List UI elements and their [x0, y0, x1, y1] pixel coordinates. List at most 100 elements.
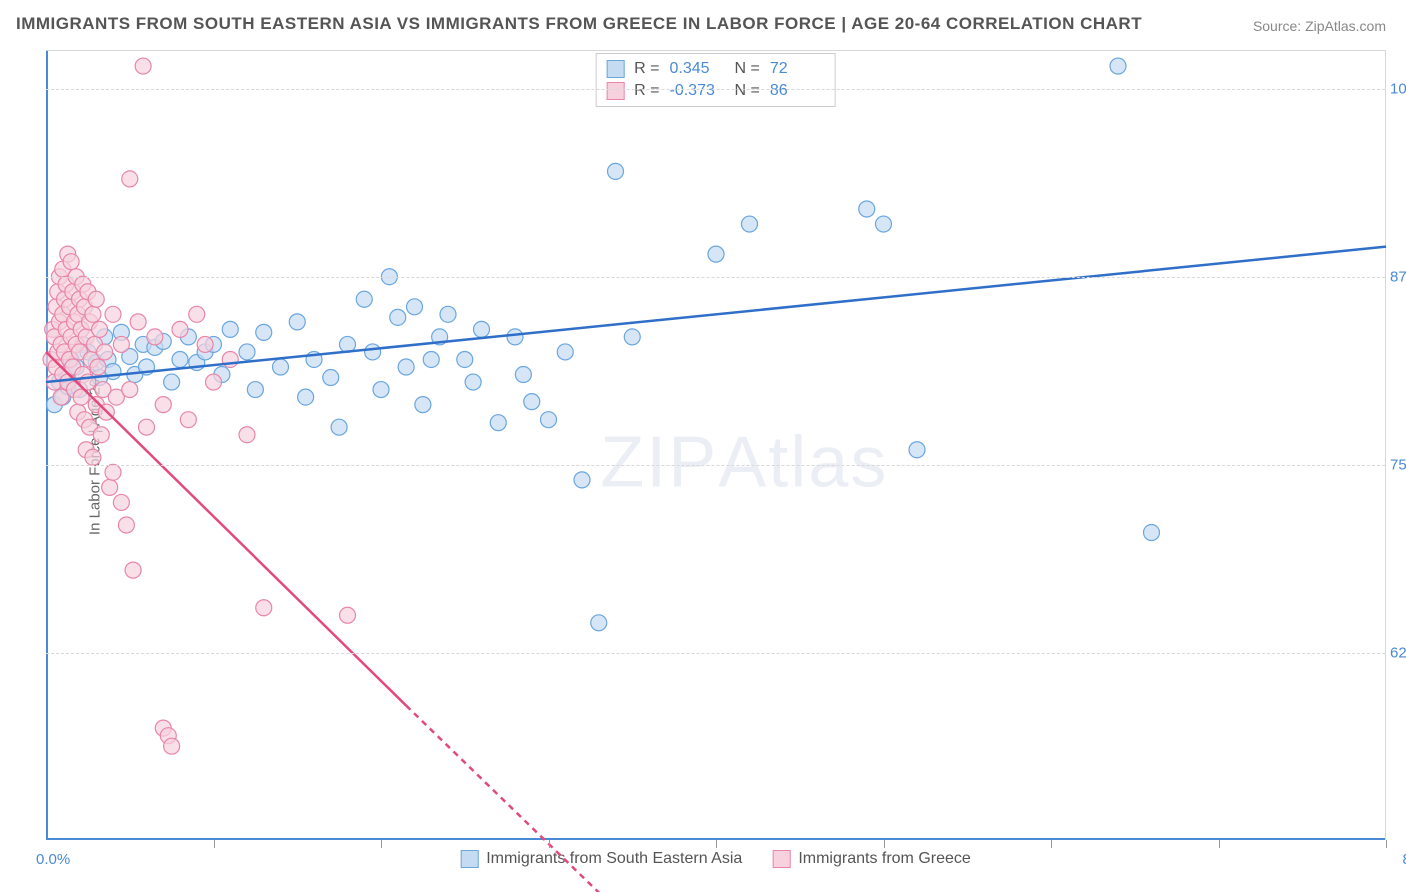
scatter-point	[742, 216, 758, 232]
x-tick-mark	[549, 840, 550, 848]
scatter-point	[465, 374, 481, 390]
scatter-point	[222, 321, 238, 337]
scatter-point	[122, 382, 138, 398]
scatter-point	[340, 607, 356, 623]
x-tick-max: 80.0%	[1390, 851, 1406, 868]
scatter-point	[164, 738, 180, 754]
scatter-point	[909, 442, 925, 458]
scatter-point	[365, 344, 381, 360]
scatter-point	[189, 306, 205, 322]
trend-line	[46, 247, 1386, 382]
y-tick-label: 87.5%	[1390, 268, 1406, 285]
scatter-point	[63, 254, 79, 270]
scatter-point	[172, 321, 188, 337]
scatter-point	[118, 517, 134, 533]
chart-title: IMMIGRANTS FROM SOUTH EASTERN ASIA VS IM…	[16, 14, 1142, 34]
scatter-point	[859, 201, 875, 217]
scatter-point	[105, 364, 121, 380]
scatter-point	[93, 427, 109, 443]
scatter-point	[102, 479, 118, 495]
scatter-point	[557, 344, 573, 360]
scatter-point	[180, 412, 196, 428]
scatter-point	[105, 464, 121, 480]
scatter-point	[474, 321, 490, 337]
x-tick-min: 0.0%	[36, 851, 70, 868]
scatter-point	[90, 359, 106, 375]
y-tick-label: 62.5%	[1390, 644, 1406, 661]
scatter-point	[407, 299, 423, 315]
scatter-point	[85, 306, 101, 322]
x-tick-mark	[716, 840, 717, 848]
scatter-point	[331, 419, 347, 435]
scatter-point	[247, 382, 263, 398]
scatter-point	[130, 314, 146, 330]
scatter-point	[323, 370, 339, 386]
scatter-point	[591, 615, 607, 631]
gridline-h	[46, 653, 1385, 654]
scatter-point	[457, 351, 473, 367]
x-tick-mark	[381, 840, 382, 848]
scatter-svg	[46, 51, 1385, 840]
x-tick-mark	[1386, 840, 1387, 848]
gridline-h	[46, 465, 1385, 466]
scatter-point	[97, 344, 113, 360]
scatter-point	[524, 394, 540, 410]
series-legend: Immigrants from South Eastern Asia Immig…	[460, 850, 971, 868]
legend-swatch-blue	[460, 850, 478, 868]
scatter-point	[708, 246, 724, 262]
scatter-point	[415, 397, 431, 413]
legend-swatch-pink	[772, 850, 790, 868]
scatter-point	[289, 314, 305, 330]
plot-area: ZIPAtlas R = 0.345 N = 72 R = -0.373 N =…	[46, 50, 1386, 840]
legend-item-2: Immigrants from Greece	[772, 850, 970, 868]
scatter-point	[423, 351, 439, 367]
scatter-point	[197, 336, 213, 352]
scatter-point	[122, 171, 138, 187]
scatter-point	[125, 562, 141, 578]
gridline-h	[46, 89, 1385, 90]
scatter-point	[507, 329, 523, 345]
legend-item-1: Immigrants from South Eastern Asia	[460, 850, 742, 868]
scatter-point	[373, 382, 389, 398]
source-attribution: Source: ZipAtlas.com	[1253, 18, 1386, 34]
x-tick-mark	[214, 840, 215, 848]
gridline-h	[46, 277, 1385, 278]
legend-label-2: Immigrants from Greece	[798, 850, 970, 868]
scatter-point	[172, 351, 188, 367]
x-tick-mark	[1051, 840, 1052, 848]
scatter-point	[113, 336, 129, 352]
x-tick-mark	[884, 840, 885, 848]
scatter-point	[298, 389, 314, 405]
scatter-point	[139, 419, 155, 435]
scatter-point	[574, 472, 590, 488]
scatter-point	[356, 291, 372, 307]
scatter-point	[164, 374, 180, 390]
scatter-point	[490, 415, 506, 431]
scatter-point	[147, 329, 163, 345]
scatter-point	[256, 600, 272, 616]
scatter-point	[92, 321, 108, 337]
scatter-point	[390, 309, 406, 325]
scatter-point	[85, 449, 101, 465]
scatter-point	[273, 359, 289, 375]
scatter-point	[113, 494, 129, 510]
scatter-point	[256, 324, 272, 340]
scatter-point	[624, 329, 640, 345]
scatter-point	[105, 306, 121, 322]
scatter-point	[206, 374, 222, 390]
scatter-point	[1110, 58, 1126, 74]
scatter-point	[876, 216, 892, 232]
scatter-point	[1144, 525, 1160, 541]
scatter-point	[239, 344, 255, 360]
scatter-point	[608, 163, 624, 179]
scatter-point	[88, 291, 104, 307]
x-tick-mark	[1219, 840, 1220, 848]
scatter-point	[515, 367, 531, 383]
scatter-point	[440, 306, 456, 322]
scatter-point	[398, 359, 414, 375]
y-tick-label: 100.0%	[1390, 80, 1406, 97]
scatter-point	[155, 397, 171, 413]
scatter-point	[239, 427, 255, 443]
scatter-point	[541, 412, 557, 428]
legend-label-1: Immigrants from South Eastern Asia	[486, 850, 742, 868]
